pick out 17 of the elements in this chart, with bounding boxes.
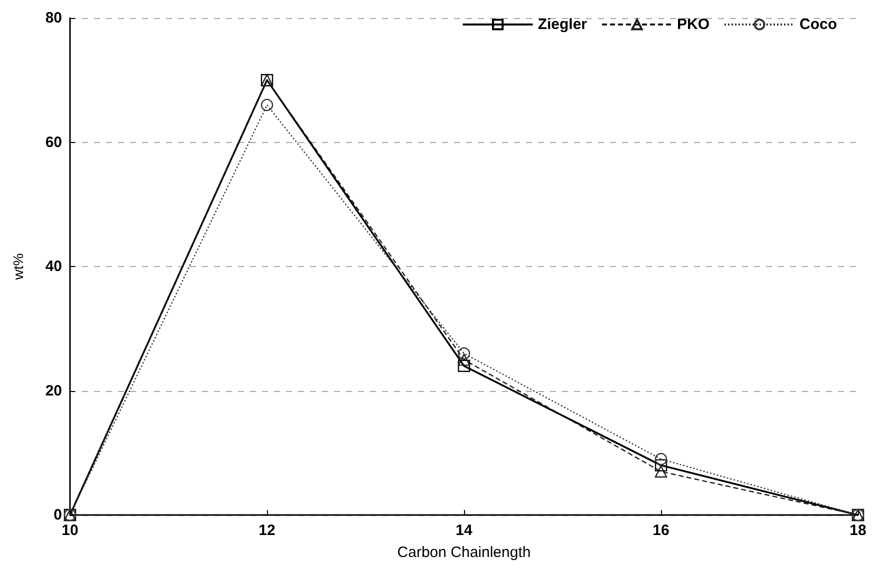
legend-label: Ziegler xyxy=(538,16,588,33)
legend-label: Coco xyxy=(800,16,837,33)
y-tick-label: 80 xyxy=(45,10,62,26)
y-tick-label: 20 xyxy=(45,382,62,400)
x-tick-label: 14 xyxy=(456,522,473,539)
legend-label: PKO xyxy=(676,16,710,33)
y-tick-label: 60 xyxy=(45,134,62,151)
y-axis-title: wt% xyxy=(10,253,26,281)
x-tick-label: 10 xyxy=(62,522,78,539)
y-tick-label: 40 xyxy=(45,258,62,275)
x-axis-title: Carbon Chainlength xyxy=(397,544,531,561)
x-tick-label: 12 xyxy=(258,522,276,539)
point xyxy=(260,98,274,112)
x-tick-label: 16 xyxy=(652,522,670,539)
y-tick-label: 0 xyxy=(54,506,62,524)
point xyxy=(654,452,668,466)
x-tick-label: 18 xyxy=(850,522,866,539)
